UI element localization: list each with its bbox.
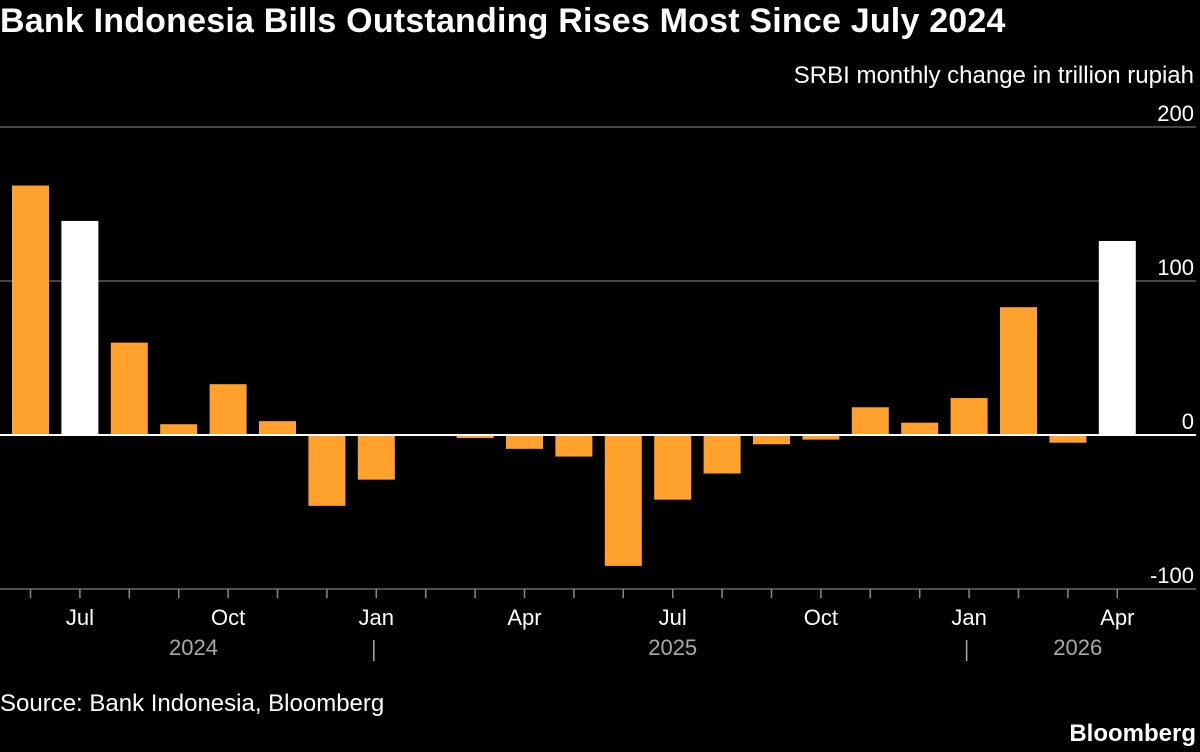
y-tick-label: 0	[1182, 409, 1194, 434]
year-label: 2024	[169, 635, 218, 660]
bar	[753, 435, 790, 445]
x-tick-label: Jul	[659, 605, 687, 630]
x-tick-label: Oct	[211, 605, 245, 630]
bar	[703, 435, 741, 474]
year-label: 2025	[648, 635, 697, 660]
bar	[308, 435, 346, 506]
bar	[12, 185, 49, 435]
bar	[950, 398, 988, 435]
y-tick-label: -100	[1150, 563, 1194, 588]
y-tick-label: 100	[1157, 255, 1194, 280]
bar	[901, 422, 939, 435]
bar	[555, 435, 593, 457]
bar	[1049, 435, 1087, 443]
bar	[110, 342, 148, 435]
bar	[604, 435, 642, 566]
bar	[209, 384, 247, 435]
bar	[802, 435, 840, 440]
source-note: Source: Bank Indonesia, Bloomberg	[0, 690, 385, 717]
bar	[654, 435, 692, 500]
bar	[259, 421, 296, 435]
year-label: 2026	[1053, 635, 1102, 660]
x-tick-label: Jan	[359, 605, 394, 630]
bar	[456, 435, 494, 439]
bloomberg-logo: Bloomberg	[1069, 720, 1196, 747]
x-tick-label: Apr	[507, 605, 541, 630]
bar	[1000, 307, 1037, 435]
x-tick-label: Jul	[66, 605, 94, 630]
bar	[357, 435, 395, 480]
x-tick-label: Oct	[804, 605, 838, 630]
bar	[851, 407, 889, 435]
bar	[61, 220, 99, 435]
bar	[1098, 240, 1136, 435]
bar	[506, 435, 543, 449]
bar	[160, 424, 198, 435]
x-tick-label: Apr	[1100, 605, 1134, 630]
y-axis-unit-label: SRBI monthly change in trillion rupiah	[793, 62, 1194, 89]
chart-title: Bank Indonesia Bills Outstanding Rises M…	[0, 2, 1006, 40]
y-tick-label: 200	[1157, 101, 1194, 126]
x-tick-label: Jan	[951, 605, 986, 630]
